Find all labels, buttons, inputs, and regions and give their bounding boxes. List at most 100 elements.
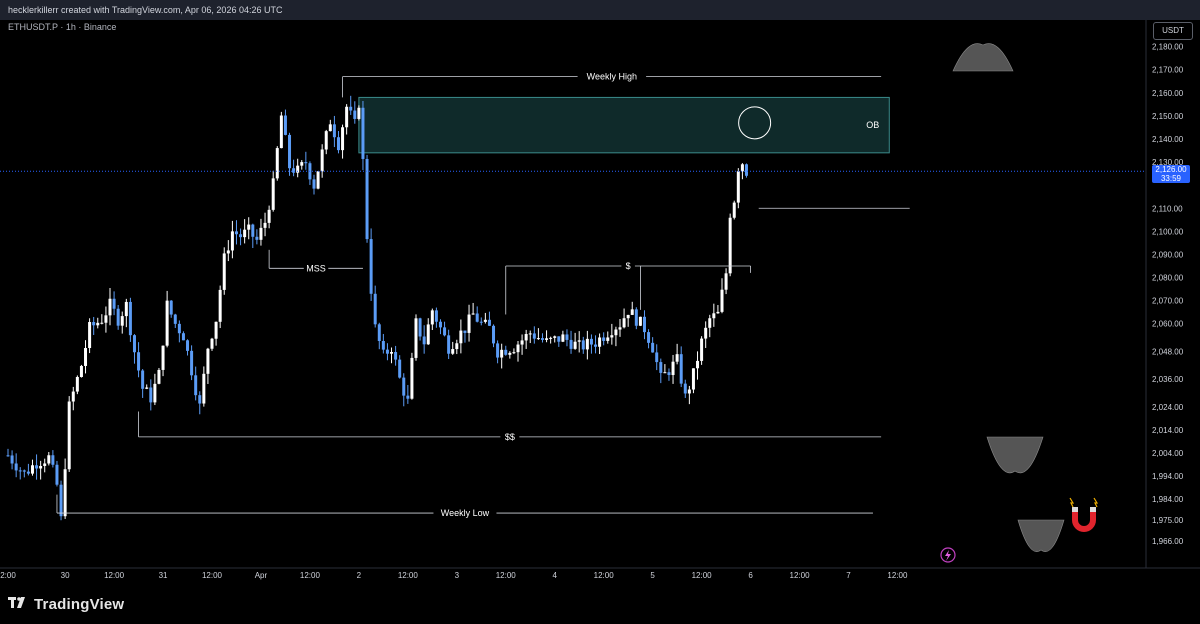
- candle-body: [708, 318, 712, 328]
- candle-body: [316, 171, 320, 189]
- candle-body: [467, 314, 471, 333]
- last-price-tag: 2,126.00 33:59: [1152, 165, 1190, 183]
- level-label: MSS: [306, 263, 326, 273]
- currency-button[interactable]: USDT: [1153, 22, 1193, 40]
- y-tick-label: 2,014.00: [1152, 426, 1184, 435]
- candle-body: [626, 314, 630, 319]
- candle-body: [610, 335, 614, 338]
- candle-body: [173, 314, 177, 324]
- candle-body: [700, 338, 704, 361]
- x-tick-label: 12:00: [692, 571, 713, 580]
- candle-body: [724, 273, 728, 290]
- candle-body: [642, 316, 646, 333]
- candle-body: [259, 227, 263, 240]
- candle-body: [128, 301, 132, 336]
- candle-body: [255, 236, 259, 240]
- price-chart[interactable]: 2,180.00 2,170.00 2,160.00 2,150.00 2,140.00…: [0, 20, 1200, 588]
- candle-body: [18, 470, 22, 472]
- magnet-icon[interactable]: [1069, 497, 1099, 532]
- y-tick-label: 2,024.00: [1152, 403, 1184, 412]
- candle-body: [679, 354, 683, 384]
- level-label: $: [626, 261, 631, 271]
- candle-body: [100, 322, 104, 324]
- candle-body: [602, 337, 606, 341]
- x-tick-label: 4: [552, 571, 557, 580]
- candle-body: [169, 300, 173, 315]
- y-tick-label: 2,004.00: [1152, 449, 1184, 458]
- candle-body: [594, 344, 598, 347]
- candle-body: [438, 321, 442, 328]
- x-tick-label: 7: [846, 571, 851, 580]
- candle-body: [496, 343, 500, 358]
- tradingview-brand[interactable]: TradingView: [8, 596, 124, 613]
- candle-body: [528, 333, 532, 335]
- candle-body: [504, 349, 508, 355]
- candle-body: [84, 348, 88, 366]
- x-tick-label: 31: [159, 571, 168, 580]
- candle-body: [369, 239, 373, 294]
- candle-body: [414, 318, 418, 358]
- candle-body: [214, 321, 218, 339]
- candle-body: [422, 336, 426, 345]
- candle-body: [744, 164, 748, 176]
- candle-body: [536, 338, 540, 340]
- flash-icon[interactable]: [940, 547, 956, 563]
- tradingview-logo-icon: [8, 596, 30, 613]
- candle-body: [561, 334, 565, 342]
- candle-body: [483, 319, 487, 322]
- x-tick-label: 2:00: [0, 571, 16, 580]
- candle-body: [194, 375, 198, 396]
- candle-body: [459, 330, 463, 344]
- candle-body: [516, 344, 520, 353]
- candle-body: [279, 115, 283, 149]
- candle-body: [104, 315, 108, 323]
- candle-body: [696, 360, 700, 369]
- candle-body: [443, 327, 447, 336]
- candle-body: [740, 164, 744, 172]
- candle-body: [589, 338, 593, 345]
- candle-body: [455, 343, 459, 350]
- candle-body: [732, 202, 736, 218]
- level-label: $$: [505, 432, 515, 442]
- y-tick-label: 1,984.00: [1152, 495, 1184, 504]
- candle-body: [704, 327, 708, 339]
- candle-body: [353, 110, 357, 119]
- candle-body: [475, 313, 479, 322]
- candle-body: [479, 321, 483, 323]
- level-label-bg: [433, 507, 497, 520]
- candle-body: [149, 387, 153, 403]
- candle-body: [394, 352, 398, 360]
- candle-body: [124, 301, 128, 317]
- candle-body: [638, 316, 642, 326]
- candle-body: [202, 373, 206, 404]
- x-tick-label: 5: [650, 571, 655, 580]
- countdown-value: 33:59: [1160, 174, 1182, 183]
- candle-body: [573, 341, 577, 349]
- candle-body: [712, 313, 716, 319]
- candle-body: [349, 106, 353, 111]
- ob-zone: [358, 96, 890, 154]
- candle-body: [647, 332, 651, 343]
- level-label-bg: [500, 430, 520, 443]
- candle-body: [545, 338, 549, 340]
- candle-body: [471, 313, 475, 315]
- symbol-label[interactable]: ETHUSDT.P · 1h · Binance: [8, 22, 117, 32]
- last-price-value: 2,126.00: [1155, 165, 1187, 174]
- candle-body: [557, 336, 561, 342]
- candle-body: [300, 162, 304, 166]
- candle-body: [500, 349, 504, 358]
- candle-body: [385, 349, 389, 354]
- candle-body: [165, 300, 169, 346]
- candle-body: [345, 106, 349, 128]
- candle-body: [108, 298, 112, 316]
- candle-body: [234, 231, 238, 235]
- candle-body: [532, 333, 536, 339]
- candle-body: [59, 484, 63, 517]
- y-tick-label: 2,130.00: [1152, 158, 1184, 167]
- candle-body: [659, 362, 663, 373]
- candle-body: [132, 335, 136, 353]
- x-tick-label: 12:00: [202, 571, 223, 580]
- projection-arc-top: [952, 43, 1014, 72]
- candle-body: [177, 323, 181, 334]
- x-tick-label: 12:00: [104, 571, 125, 580]
